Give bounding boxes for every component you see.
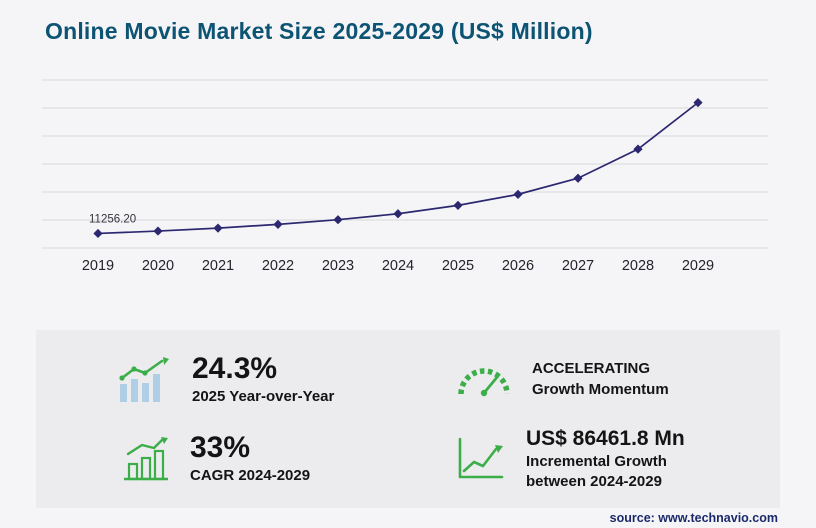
- x-axis-label: 2029: [682, 258, 714, 274]
- data-point-marker: [333, 215, 343, 225]
- x-axis-label: 2023: [322, 258, 354, 274]
- data-point-marker: [633, 144, 643, 154]
- stat-cagr: 33% CAGR 2024-2029: [46, 419, 408, 498]
- incremental-line1: Incremental Growth: [526, 452, 667, 470]
- data-point-marker: [273, 219, 283, 229]
- momentum-line2: Growth Momentum: [532, 380, 669, 398]
- x-axis-label: 2025: [442, 258, 474, 274]
- line-chart-svg: 11256.20 2019 2020 2021 2022 2023 2024 2025 2026…: [42, 79, 768, 274]
- cagr-label: CAGR 2024-2029: [190, 466, 311, 484]
- stat-yoy: 24.3% 2025 Year-over-Year: [46, 340, 408, 419]
- data-point-marker: [513, 189, 523, 199]
- data-point-marker: [453, 200, 463, 210]
- gauge-icon: [456, 362, 512, 398]
- x-axis-label: 2024: [382, 258, 414, 274]
- data-point-marker: [393, 209, 403, 219]
- stats-panel: 24.3% 2025 Year-over-Year ACCELERATING G…: [36, 330, 780, 508]
- data-point-marker: [213, 223, 223, 233]
- stat-incremental: US$ 86461.8 Mn Incremental Growth betwee…: [408, 419, 770, 498]
- yoy-value: 24.3%: [192, 352, 278, 386]
- x-axis-label: 2027: [562, 258, 594, 274]
- yoy-label: 2025 Year-over-Year: [192, 387, 335, 405]
- incremental-growth-icon: [456, 437, 506, 481]
- cagr-value: 33%: [190, 431, 251, 465]
- yoy-bars-icon: [118, 356, 172, 404]
- x-axis-label: 2019: [82, 258, 114, 274]
- market-size-line-chart: 11256.20 2019 2020 2021 2022 2023 2024 2025 2026…: [42, 70, 772, 286]
- x-axis-label: 2021: [202, 258, 234, 274]
- stat-momentum: ACCELERATING Growth Momentum: [408, 340, 770, 419]
- incremental-value: US$ 86461.8 Mn: [526, 426, 685, 450]
- incremental-line2: between 2024-2029: [526, 473, 662, 491]
- data-point-marker: [693, 98, 703, 108]
- x-axis-label: 2026: [502, 258, 534, 274]
- cagr-bars-icon: [122, 436, 170, 482]
- source-note: source: www.technavio.com: [609, 511, 778, 525]
- x-axis-label: 2028: [622, 258, 654, 274]
- x-axis-label: 2022: [262, 258, 294, 274]
- chart-title: Online Movie Market Size 2025-2029 (US$ …: [45, 18, 593, 44]
- data-point-marker: [573, 173, 583, 183]
- data-point-marker: [153, 226, 163, 236]
- data-point-marker: [93, 228, 103, 239]
- momentum-line1: ACCELERATING: [532, 360, 651, 378]
- x-axis-label: 2020: [142, 258, 174, 274]
- first-point-label: 11256.20: [89, 213, 136, 225]
